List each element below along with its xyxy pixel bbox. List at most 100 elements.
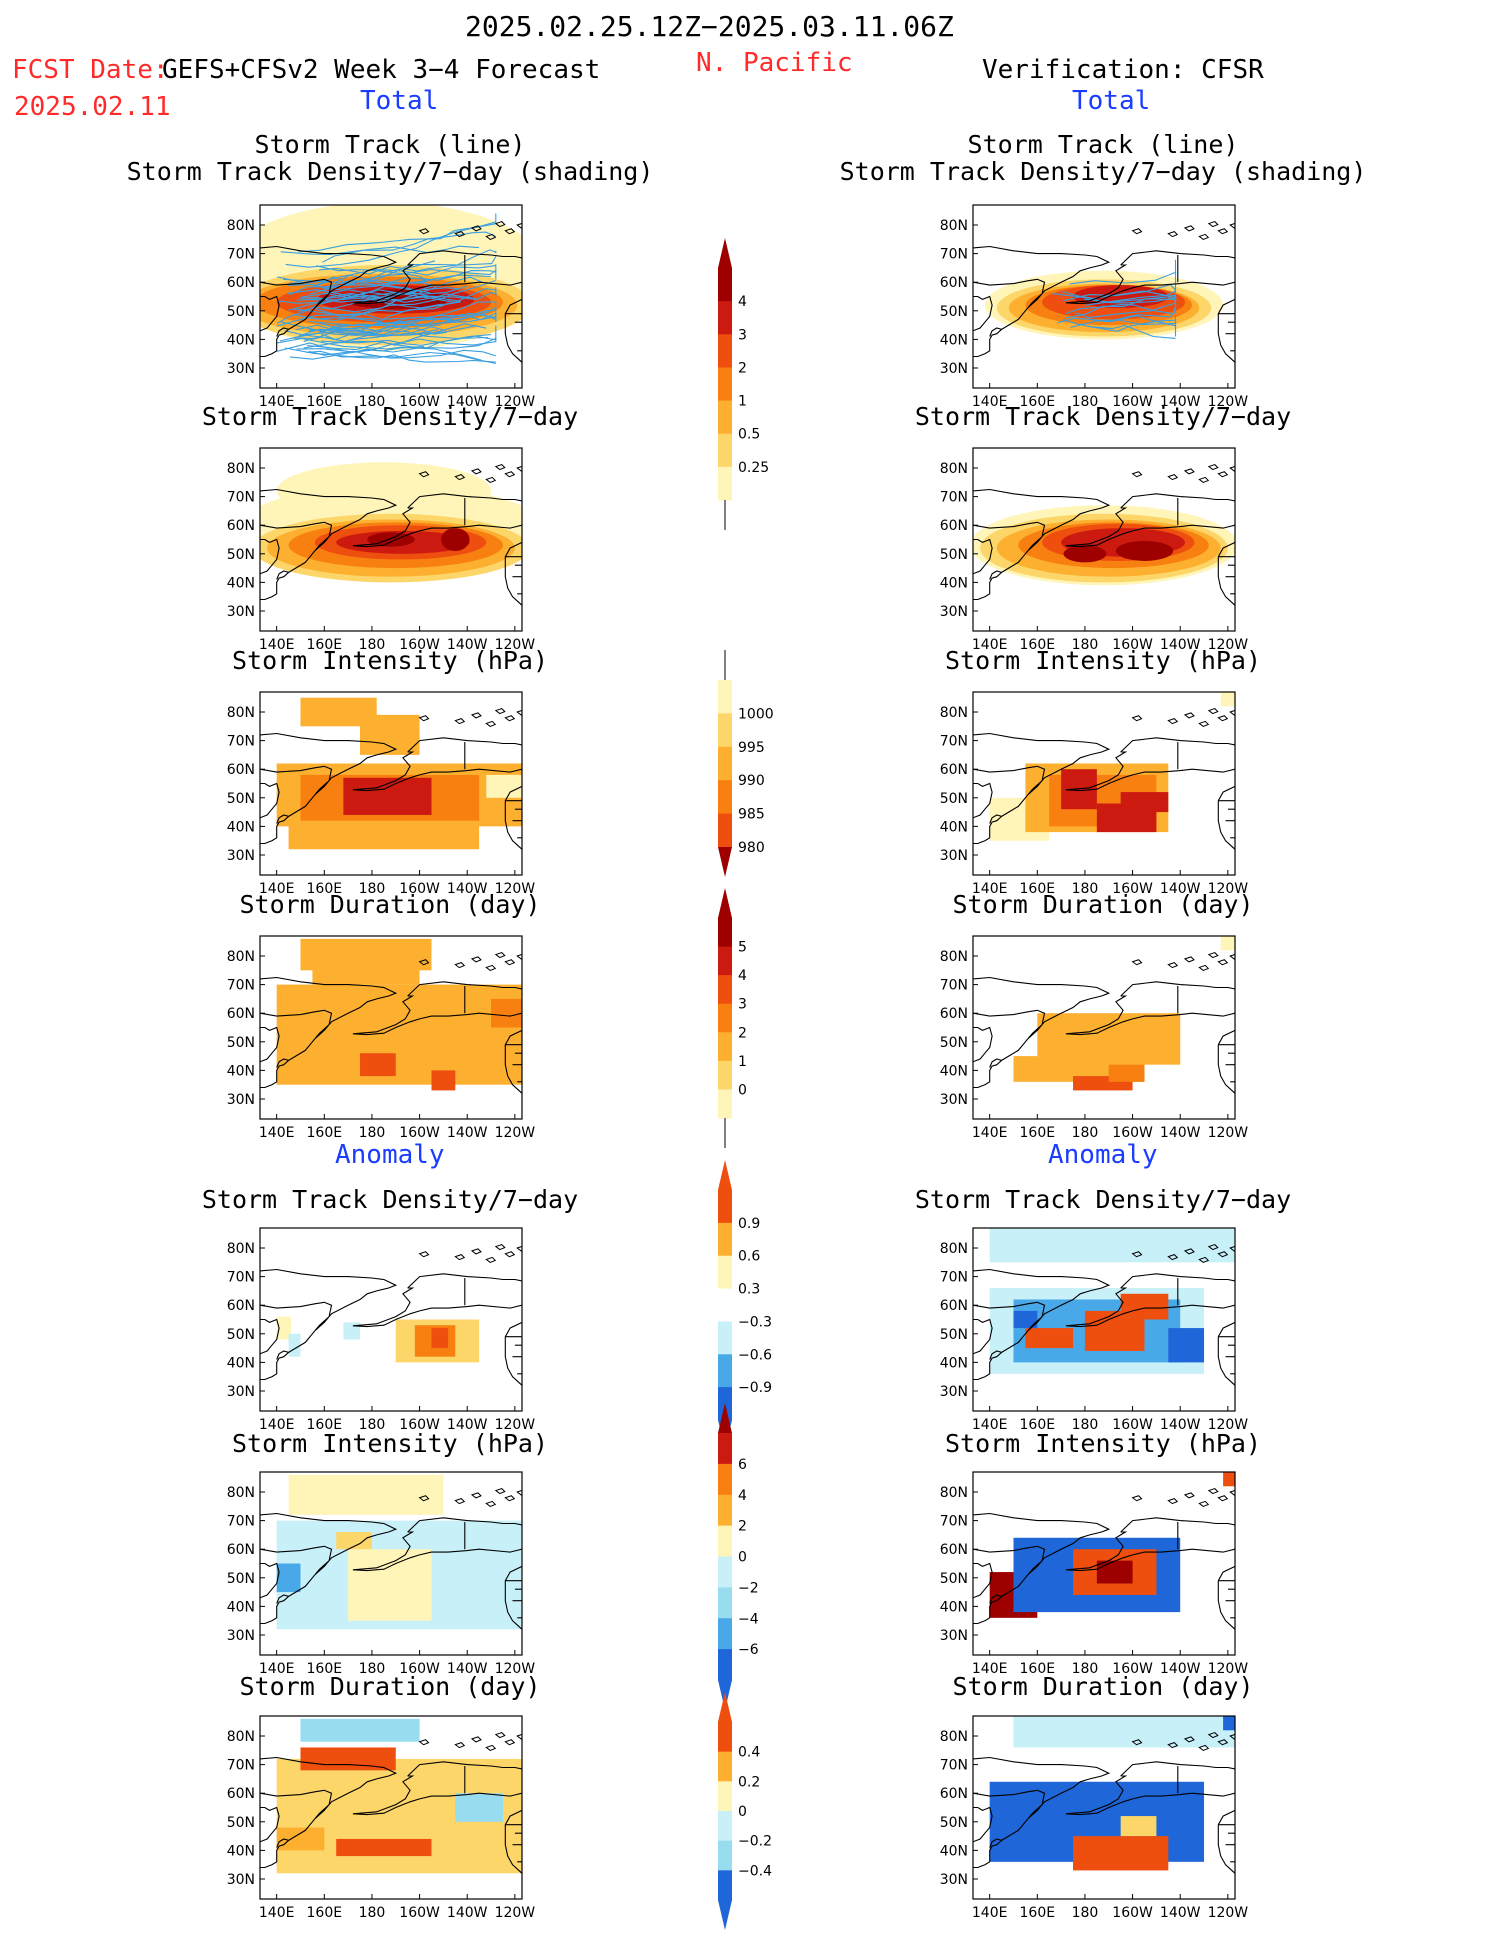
grid-cell (1220, 936, 1235, 951)
x-tick-label: 140E (972, 1661, 1008, 1677)
coastline (1065, 995, 1235, 1036)
island-outline (1229, 1245, 1235, 1252)
coastline (973, 1318, 993, 1355)
island-outline (1229, 709, 1235, 716)
grid-cell (360, 1053, 396, 1077)
x-tick-label: 160W (1112, 881, 1153, 897)
storm-track-line (1063, 318, 1176, 339)
panel-f-dur-anom: 140E 160E 180 160W 140W 120W 80N 70N 60N 50N 40N 30… (227, 1715, 535, 1921)
island-outline (494, 1244, 506, 1251)
island-outline (470, 1492, 482, 1499)
y-tick-label: 80N (227, 461, 255, 477)
island-outline (1207, 1488, 1219, 1495)
storm-track-line (1069, 259, 1177, 285)
colorbar-swatch (718, 1781, 732, 1812)
panel-title: Storm Track Density/7−day (201, 1185, 579, 1214)
panel-v-dur-anom: 140E 160E 180 160W 140W 120W 80N 70N 60N 50N 40N 30… (940, 1715, 1248, 1921)
colorbar-label: 0.2 (738, 1774, 760, 1790)
map-frame (259, 691, 523, 876)
colorbar-swatch (718, 918, 732, 948)
colorbar-label: 995 (738, 740, 765, 756)
island-outline (485, 476, 497, 484)
x-tick-label: 120W (495, 394, 536, 410)
colorbar-density-total: 4 3 2 1 0.5 0.25 (718, 238, 769, 530)
y-tick-label: 50N (940, 1815, 968, 1831)
colorbar-swatch (718, 334, 732, 368)
grid-cell (1120, 792, 1169, 813)
island-outline (1217, 1739, 1229, 1746)
x-tick-label: 140W (447, 1417, 488, 1433)
colorbar-body: 1000 995 990 985 980 (718, 650, 774, 877)
colorbar-body: 5 4 3 2 1 0 (718, 888, 747, 1148)
map-content (260, 205, 522, 365)
map-area: 140E 160E 180 160W 140W 120W 80N 70N 60N 50N 40N 30… (940, 691, 1248, 897)
grid-cell (276, 984, 522, 1085)
panel-title: Storm Track Density/7−day (201, 402, 579, 431)
y-tick-label: 80N (940, 461, 968, 477)
coastline (1217, 785, 1235, 850)
y-tick-label: 50N (227, 1327, 255, 1343)
colorbar-label: 4 (738, 968, 747, 984)
storm-track-line (1093, 315, 1177, 337)
coastline (260, 1594, 290, 1625)
grid-cell (288, 1474, 444, 1515)
coastline (260, 1756, 398, 1820)
storm-track-line (294, 301, 497, 320)
panel-title: Storm Track Density/7−day (shading) (126, 157, 654, 186)
x-tick-label: 120W (1208, 637, 1249, 653)
colorbar-swatch (718, 1089, 732, 1119)
y-tick-label: 60N (227, 762, 255, 778)
coastline (1120, 250, 1235, 266)
island-outline (485, 964, 497, 972)
colorbar-label: 3 (738, 327, 747, 343)
island-outline (1131, 1739, 1143, 1746)
storm-track-line (276, 276, 483, 324)
island-outline (485, 1744, 497, 1752)
colorbar-swatch (718, 946, 732, 976)
y-tick-label: 60N (227, 1298, 255, 1314)
region-title: N. Pacific (696, 48, 853, 78)
grid-cell (343, 1322, 361, 1340)
y-tick-label: 70N (940, 490, 968, 506)
y-tick-label: 30N (940, 1384, 968, 1400)
y-tick-label: 80N (227, 1485, 255, 1501)
colorbar-density-anom: 0.9 0.6 0.3 −0.3 −0.6 −0.9 (718, 1160, 772, 1450)
colorbar-swatch (718, 1463, 732, 1496)
x-tick-label: 180 (359, 1905, 386, 1921)
coastline (260, 538, 280, 575)
island-outline (1207, 708, 1219, 715)
coastline (260, 1058, 290, 1089)
coastline (407, 737, 522, 753)
colorbar-duration-total: 5 4 3 2 1 0 (718, 888, 747, 1148)
island-outline (1229, 953, 1235, 960)
y-tick-label: 40N (940, 1355, 968, 1371)
colorbar-swatch (718, 1722, 732, 1753)
colorbar-label: 0 (738, 1550, 747, 1566)
y-tick-label: 70N (227, 247, 255, 263)
grid-cell (486, 774, 522, 798)
coastline (973, 1806, 993, 1843)
grid-cell (276, 1316, 291, 1340)
x-tick-label: 160E (307, 1417, 343, 1433)
coastline (1065, 264, 1235, 305)
x-tick-label: 140E (259, 1417, 295, 1433)
y-tick-label: 70N (227, 734, 255, 750)
x-tick-label: 140W (447, 1661, 488, 1677)
y-tick-label: 60N (940, 1786, 968, 1802)
grid-cell (336, 1838, 432, 1857)
coastline (1065, 1287, 1235, 1328)
panel-f-den-anom: 140E 160E 180 160W 140W 120W 80N 70N 60N 50N 40N 30… (227, 1227, 535, 1433)
coastline (973, 1512, 1111, 1576)
colorbar-swatch (718, 1003, 732, 1033)
storm-track-line (276, 301, 461, 327)
x-tick-label: 140E (972, 1125, 1008, 1141)
coastline (1120, 737, 1235, 753)
x-tick-label: 160W (399, 637, 440, 653)
y-tick-label: 40N (227, 332, 255, 348)
map-frame (972, 204, 1236, 389)
y-tick-label: 50N (940, 547, 968, 563)
colorbar-swatch (718, 268, 732, 302)
island-outline (504, 1495, 516, 1502)
panel-f-int-anom: 140E 160E 180 160W 140W 120W 80N 70N 60N 50N 40N 30… (227, 1471, 535, 1677)
colorbar-label: 0.5 (738, 427, 760, 443)
